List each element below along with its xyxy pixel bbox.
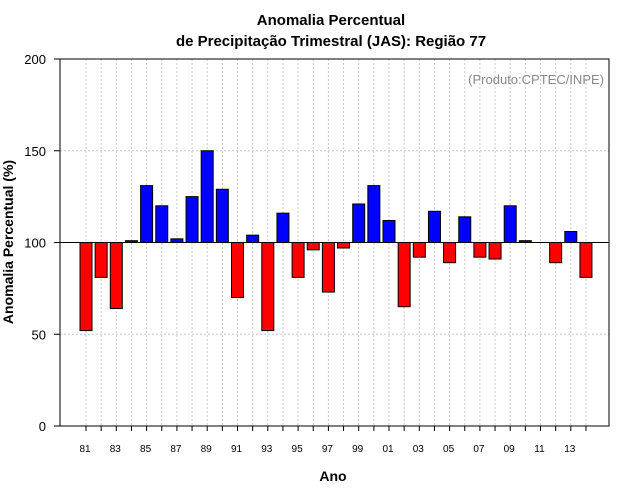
bar-93 — [261, 242, 275, 332]
bar-97 — [321, 242, 335, 293]
bar-95 — [291, 242, 305, 278]
bar-94 — [276, 212, 290, 243]
bar-01 — [382, 219, 396, 243]
x-tick-label: 85 — [140, 444, 152, 455]
y-axis-label: Anomalia Percentual (%) — [0, 160, 16, 324]
source-note: (Produto:CPTEC/INPE) — [468, 72, 604, 87]
bar-02 — [397, 242, 411, 308]
bar-92 — [246, 234, 260, 244]
x-tick-label: 11 — [534, 444, 545, 455]
bar-06 — [458, 216, 472, 243]
y-tick-label: 200 — [24, 52, 46, 67]
y-axis-ticks: 0 50 100 150 200 — [24, 52, 60, 434]
x-tick-label: 07 — [473, 444, 485, 455]
x-tick-label: 81 — [79, 444, 91, 455]
x-tick-label: 99 — [352, 444, 364, 455]
grid-lines — [60, 59, 609, 426]
bar-04 — [427, 210, 441, 243]
x-tick-label: 13 — [564, 444, 576, 455]
x-axis-ticks: 81 83 85 87 89 91 93 95 97 99 01 03 05 07 09 11 13 — [79, 426, 587, 455]
x-tick-label: 89 — [201, 444, 213, 455]
chart-title-line2: de Precipitação Trimestral (JAS): Região… — [176, 33, 486, 50]
bar-82 — [94, 242, 108, 278]
bar-96 — [306, 242, 320, 251]
y-tick-label: 150 — [24, 144, 46, 159]
bar-98 — [337, 242, 351, 249]
bar-88 — [185, 196, 199, 243]
x-tick-label: 97 — [322, 444, 334, 455]
x-tick-label: 05 — [443, 444, 455, 455]
x-tick-label: 95 — [292, 444, 304, 455]
x-tick-label: 93 — [261, 444, 273, 455]
y-tick-label: 0 — [39, 419, 46, 434]
bar-90 — [215, 188, 229, 244]
x-tick-label: 87 — [170, 444, 182, 455]
bar-86 — [155, 205, 169, 244]
bar-13 — [564, 230, 578, 244]
x-tick-label: 01 — [382, 444, 394, 455]
chart-title-line1: Anomalia Percentual — [257, 12, 405, 29]
x-tick-label: 09 — [504, 444, 516, 455]
bar-87 — [170, 238, 184, 244]
bar-83 — [109, 242, 123, 310]
bar-12 — [549, 242, 563, 264]
x-axis-label: Ano — [319, 468, 346, 484]
y-tick-label: 100 — [24, 236, 46, 251]
x-tick-label: 91 — [231, 444, 243, 455]
bar-03 — [412, 242, 426, 258]
bar-00 — [367, 185, 381, 244]
bars-group — [79, 150, 593, 332]
bar-81 — [79, 242, 93, 332]
bar-05 — [443, 242, 457, 264]
bar-85 — [140, 185, 154, 244]
x-tick-label: 03 — [413, 444, 425, 455]
bar-07 — [473, 242, 487, 258]
bar-91 — [231, 242, 244, 299]
bar-08 — [488, 242, 502, 260]
bar-99 — [352, 203, 366, 243]
bar-14 — [579, 242, 593, 278]
bar-09 — [503, 205, 517, 244]
y-tick-label: 50 — [32, 327, 46, 342]
x-tick-label: 83 — [110, 444, 122, 455]
bar-89 — [200, 150, 214, 243]
